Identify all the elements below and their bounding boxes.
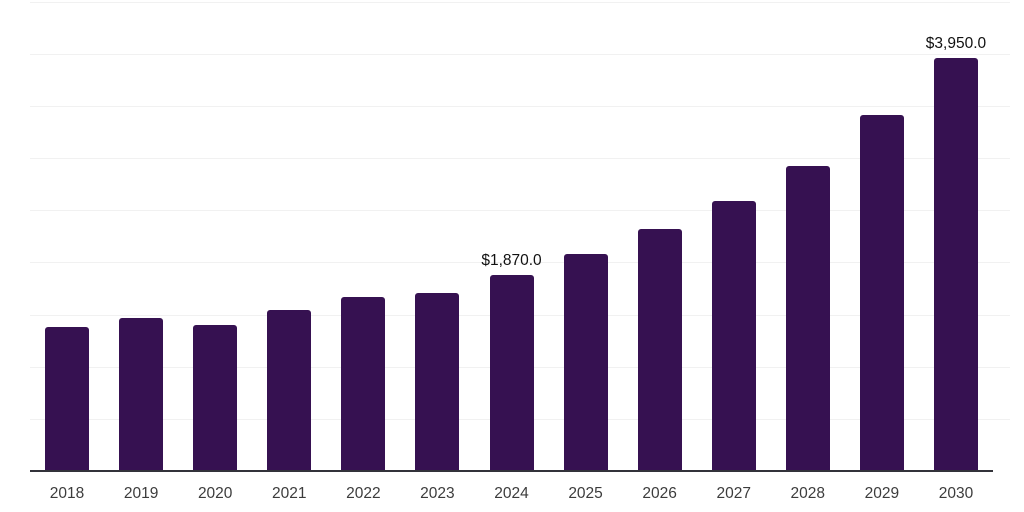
gridline-4000 [30,53,1010,55]
gridline-4500 [30,1,1010,3]
x-tick-2019: 2019 [123,485,159,502]
bar-2018 [45,327,90,470]
bar-2026 [637,229,682,470]
x-tick-2020: 2020 [197,485,233,502]
bar-2028 [785,166,830,470]
x-tick-2022: 2022 [346,485,381,502]
x-tick-2029: 2029 [864,485,900,502]
gridline-2500 [30,210,1010,212]
data-label-2030: $3,950.0 [925,34,987,52]
bar-2023 [415,292,460,470]
x-tick-2018: 2018 [49,485,85,502]
bar-2025 [563,254,608,470]
bar-2020 [193,324,238,470]
x-tick-2028: 2028 [790,485,826,502]
gridline-2000 [30,262,1010,264]
x-tick-2025: 2025 [568,485,603,502]
gridline-3500 [30,105,1010,107]
bar-2027 [711,200,756,470]
x-tick-2023: 2023 [420,485,455,502]
bar-2030 [933,57,978,470]
x-tick-2021: 2021 [272,485,307,502]
x-tick-2026: 2026 [642,485,677,502]
bar-2019 [119,317,164,470]
bar-2022 [341,296,386,470]
x-tick-2027: 2027 [716,485,751,502]
plot-area: $1,870.0 $3,950.0 [30,0,1010,472]
bar-2029 [859,115,904,470]
bar-2021 [267,310,312,470]
x-axis-line [30,470,993,472]
x-tick-2024: 2024 [494,485,529,502]
gridline-3000 [30,158,1010,159]
data-label-2024: $1,870.0 [481,251,542,269]
x-tick-2030: 2030 [938,485,974,502]
bar-2024 [489,274,534,470]
